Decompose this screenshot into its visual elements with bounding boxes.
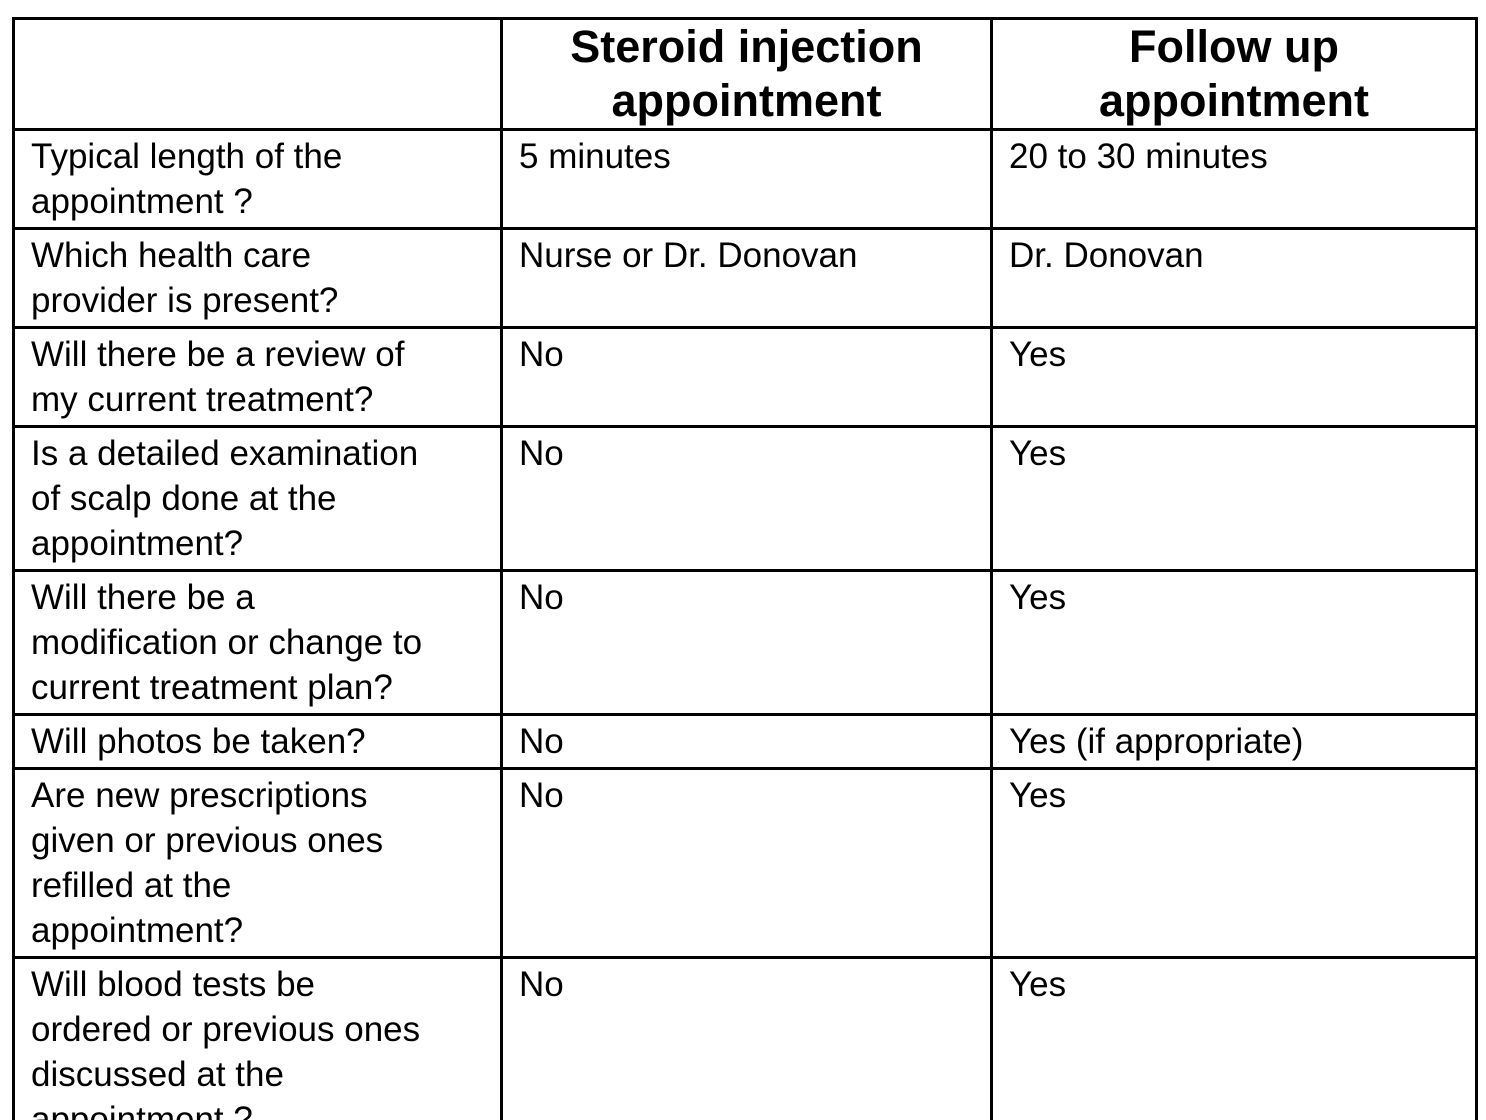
steroid-value-cell: No <box>500 326 993 428</box>
steroid-value-text: No <box>519 335 564 374</box>
header-follow-up: Follow up appointment <box>990 17 1478 131</box>
followup-value-text: Yes <box>1009 578 1067 617</box>
followup-value-cell: Dr. Donovan <box>990 227 1478 329</box>
followup-value-cell: Yes <box>990 326 1478 428</box>
question-text: Which health care provider is present? <box>31 236 339 320</box>
table-row-blood-tests: Will blood tests be ordered or previous … <box>12 956 1478 1120</box>
steroid-value-text: No <box>519 722 564 761</box>
followup-value-cell: Yes <box>990 569 1478 716</box>
steroid-value-cell: No <box>500 767 993 959</box>
appointment-comparison-table: Steroid injection appointment Follow up … <box>12 17 1478 1120</box>
question-cell: Which health care provider is present? <box>12 227 503 329</box>
question-text: Will there be a modification or change t… <box>31 578 423 707</box>
question-cell: Will there be a review of my current tre… <box>12 326 503 428</box>
header-steroid-injection: Steroid injection appointment <box>500 17 993 131</box>
followup-value-cell: Yes <box>990 425 1478 572</box>
question-cell: Will blood tests be ordered or previous … <box>12 956 503 1120</box>
followup-value-text: Dr. Donovan <box>1009 236 1204 275</box>
followup-value-text: Yes <box>1009 776 1067 815</box>
question-text: Is a detailed examination of scalp done … <box>31 434 419 563</box>
followup-value-cell: Yes <box>990 956 1478 1120</box>
followup-value-text: 20 to 30 minutes <box>1009 137 1268 176</box>
question-cell: Are new prescriptions given or previous … <box>12 767 503 959</box>
steroid-value-cell: No <box>500 569 993 716</box>
followup-value-text: Yes <box>1009 434 1067 473</box>
question-text: Will blood tests be ordered or previous … <box>31 965 421 1120</box>
header-follow-up-label: Follow up appointment <box>1099 21 1369 127</box>
followup-value-text: Yes <box>1009 335 1067 374</box>
question-text: Will photos be taken? <box>31 722 366 761</box>
header-steroid-injection-label: Steroid injection appointment <box>570 21 923 127</box>
table-row-treatment-review: Will there be a review of my current tre… <box>12 326 1478 428</box>
question-cell: Is a detailed examination of scalp done … <box>12 425 503 572</box>
table-row-prescriptions: Are new prescriptions given or previous … <box>12 767 1478 959</box>
table-row-appointment-length: Typical length of the appointment ? 5 mi… <box>12 128 1478 230</box>
question-text: Typical length of the appointment ? <box>31 137 343 221</box>
steroid-value-cell: Nurse or Dr. Donovan <box>500 227 993 329</box>
steroid-value-text: No <box>519 776 564 815</box>
steroid-value-cell: 5 minutes <box>500 128 993 230</box>
steroid-value-text: 5 minutes <box>519 137 671 176</box>
followup-value-cell: Yes <box>990 767 1478 959</box>
question-cell: Will photos be taken? <box>12 713 503 770</box>
steroid-value-cell: No <box>500 425 993 572</box>
question-cell: Typical length of the appointment ? <box>12 128 503 230</box>
steroid-value-text: Nurse or Dr. Donovan <box>519 236 858 275</box>
question-text: Will there be a review of my current tre… <box>31 335 405 419</box>
followup-value-text: Yes (if appropriate) <box>1009 722 1304 761</box>
steroid-value-cell: No <box>500 956 993 1120</box>
table-row-scalp-examination: Is a detailed examination of scalp done … <box>12 425 1478 572</box>
table-row-photos-taken: Will photos be taken? No Yes (if appropr… <box>12 713 1478 770</box>
header-row: Steroid injection appointment Follow up … <box>12 17 1478 131</box>
question-cell: Will there be a modification or change t… <box>12 569 503 716</box>
question-text: Are new prescriptions given or previous … <box>31 776 384 950</box>
table-row-treatment-modification: Will there be a modification or change t… <box>12 569 1478 716</box>
steroid-value-cell: No <box>500 713 993 770</box>
steroid-value-text: No <box>519 965 564 1004</box>
header-empty-cell <box>12 17 503 131</box>
steroid-value-text: No <box>519 578 564 617</box>
table-row-provider-present: Which health care provider is present? N… <box>12 227 1478 329</box>
steroid-value-text: No <box>519 434 564 473</box>
followup-value-cell: Yes (if appropriate) <box>990 713 1478 770</box>
followup-value-text: Yes <box>1009 965 1067 1004</box>
followup-value-cell: 20 to 30 minutes <box>990 128 1478 230</box>
